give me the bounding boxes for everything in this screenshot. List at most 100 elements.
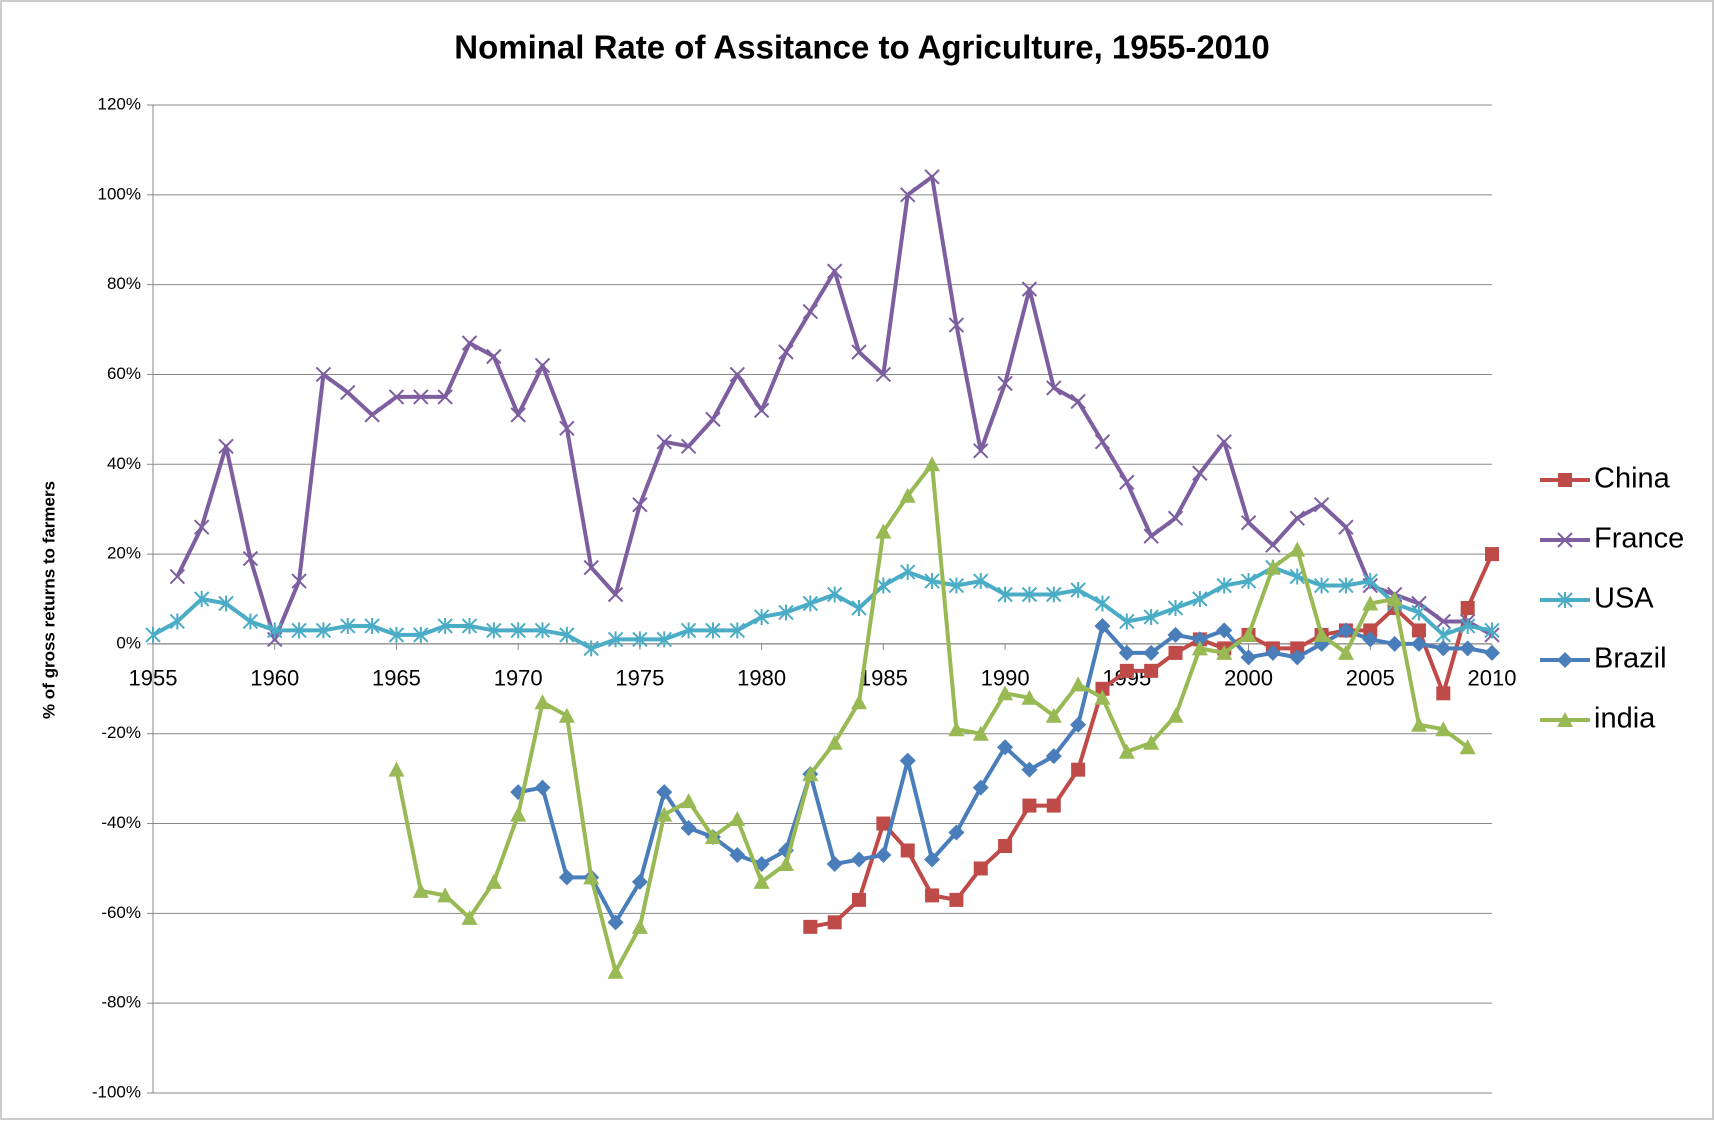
marker	[1191, 631, 1208, 648]
marker	[875, 366, 892, 383]
marker	[364, 617, 380, 634]
marker	[315, 366, 332, 383]
marker	[973, 573, 989, 590]
marker	[583, 640, 599, 657]
y-tick-label: 120%	[98, 94, 141, 113]
marker	[1265, 537, 1281, 553]
x-tick-label: 2000	[1224, 666, 1273, 691]
marker	[1337, 644, 1354, 660]
marker	[1410, 635, 1427, 652]
marker	[1094, 595, 1111, 612]
marker	[729, 811, 746, 827]
marker	[949, 892, 964, 907]
chart-title: Nominal Rate of Assitance to Agriculture…	[454, 29, 1269, 66]
marker	[1045, 707, 1062, 723]
marker	[827, 915, 842, 930]
marker	[485, 873, 502, 889]
marker	[924, 573, 940, 590]
marker	[1046, 380, 1062, 396]
marker	[778, 344, 794, 360]
marker	[656, 631, 672, 648]
marker	[1143, 734, 1160, 750]
marker	[875, 523, 892, 539]
marker	[802, 303, 819, 320]
marker	[656, 806, 673, 822]
marker	[875, 846, 892, 863]
marker	[534, 357, 551, 374]
marker	[680, 438, 697, 455]
marker	[510, 407, 526, 423]
marker	[534, 622, 551, 639]
marker	[631, 873, 648, 890]
x-tick-label: 1985	[859, 666, 908, 691]
marker	[1094, 689, 1111, 705]
marker	[534, 779, 551, 796]
marker	[340, 617, 356, 634]
marker	[1167, 626, 1184, 643]
y-tick-label: -100%	[92, 1082, 141, 1101]
marker	[1046, 586, 1062, 603]
marker	[900, 564, 916, 581]
marker	[1070, 582, 1086, 599]
marker	[1021, 689, 1038, 705]
marker	[461, 617, 478, 634]
marker	[1167, 510, 1184, 526]
marker	[631, 918, 648, 934]
marker	[852, 892, 867, 907]
marker	[1192, 465, 1208, 481]
marker	[1216, 577, 1232, 594]
marker	[145, 626, 161, 643]
marker	[1070, 676, 1087, 692]
marker	[851, 694, 868, 710]
x-tick-label: 1965	[372, 666, 421, 691]
marker	[1362, 631, 1379, 648]
marker	[1435, 721, 1452, 737]
marker	[193, 519, 210, 535]
marker	[1119, 474, 1135, 490]
marker	[1021, 586, 1038, 603]
marker	[607, 631, 624, 648]
marker	[1436, 686, 1451, 701]
marker	[998, 839, 1013, 853]
marker	[388, 626, 405, 643]
marker	[1264, 644, 1281, 661]
marker	[340, 384, 356, 401]
marker	[583, 869, 600, 885]
marker	[559, 626, 575, 643]
marker	[413, 626, 429, 643]
marker	[1240, 514, 1257, 531]
marker	[973, 443, 989, 459]
marker	[851, 599, 867, 616]
x-tick-label: 1970	[494, 666, 543, 691]
x-tick-label: 1960	[250, 666, 299, 691]
marker	[1167, 599, 1184, 616]
marker	[777, 855, 794, 871]
marker	[1411, 623, 1426, 638]
marker	[1386, 591, 1403, 606]
marker	[899, 487, 916, 503]
marker	[924, 851, 941, 868]
marker	[1386, 635, 1403, 652]
marker	[851, 344, 867, 360]
y-tick-label: -20%	[101, 723, 141, 742]
y-axis-label: % of gross returns to farmers	[39, 481, 58, 719]
marker	[437, 617, 453, 634]
marker	[656, 784, 673, 801]
marker	[826, 586, 843, 603]
marker	[1167, 707, 1184, 723]
marker	[948, 824, 965, 841]
marker	[413, 389, 429, 405]
marker	[680, 820, 697, 837]
marker	[802, 766, 819, 782]
marker	[1313, 496, 1330, 513]
marker	[315, 622, 332, 639]
marker	[388, 761, 405, 777]
marker	[1143, 608, 1159, 625]
legend-marker	[1557, 652, 1573, 668]
legend-marker	[1557, 592, 1573, 608]
marker	[193, 591, 210, 607]
marker	[1289, 649, 1306, 666]
marker	[753, 608, 770, 625]
marker	[875, 577, 892, 594]
marker	[924, 456, 941, 472]
